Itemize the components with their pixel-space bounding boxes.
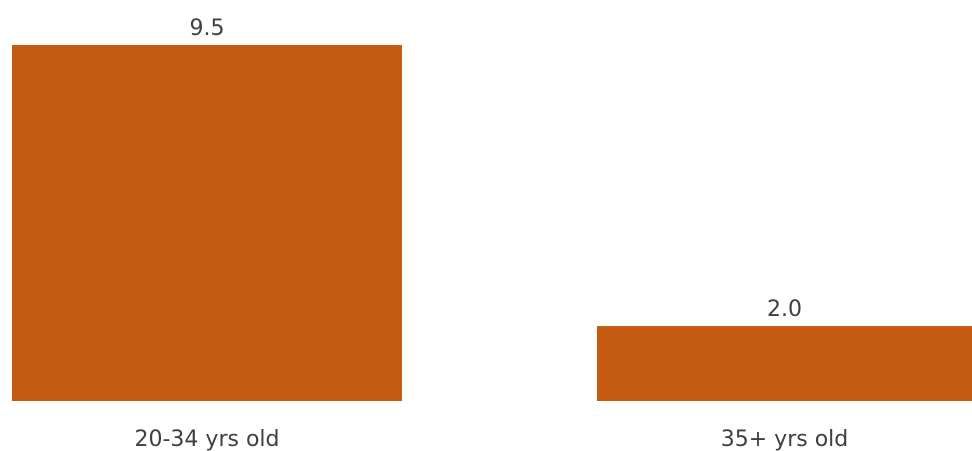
data-label-2: 2.0 bbox=[767, 297, 802, 322]
category-label-1: 20-34 yrs old bbox=[135, 427, 280, 451]
bar-2 bbox=[597, 326, 972, 401]
data-label-1: 9.5 bbox=[190, 16, 225, 41]
bar-1 bbox=[12, 45, 402, 401]
category-label-2: 35+ yrs old bbox=[721, 427, 848, 451]
